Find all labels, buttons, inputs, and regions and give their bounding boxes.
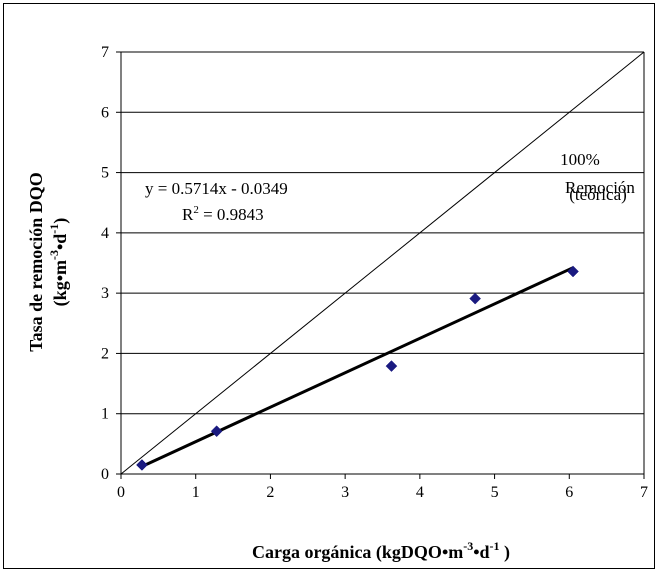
trendline-r2: R2 = 0.9843: [182, 204, 264, 224]
reference-label-line-2: Remoción: [565, 178, 635, 197]
trendline-equation: y = 0.5714x - 0.0349: [145, 179, 288, 198]
data-point-4: [567, 265, 579, 278]
data-point-1: [210, 425, 223, 438]
trendline: [141, 266, 574, 468]
lines-layer: [120, 51, 645, 475]
x-tick-label-6: 6: [565, 484, 573, 501]
y-tick-label-0: 0: [101, 466, 109, 483]
y-tick-label-7: 7: [101, 44, 109, 61]
y-axis-title-line-2: (kg•m-3•d-1): [47, 218, 71, 307]
y-tick-label-4: 4: [101, 225, 109, 242]
axes-layer: [116, 51, 645, 479]
x-axis-title: Carga orgánica (kgDQO•m-3•d-1 ): [252, 539, 510, 563]
reference-label-line-3: (teórica): [569, 185, 627, 204]
labels-layer: 0 1 2 3 4 5 6 7 0 1 2 3 4 5 6 7: [101, 44, 648, 501]
reference-label-line-1: 100%: [560, 150, 600, 169]
chart-frame: [3, 3, 655, 569]
data-point-2: [385, 360, 398, 372]
y-axis-title: Tasa de remoción DQO (kg•m-3•d-1): [26, 172, 71, 352]
points-layer: [136, 265, 579, 471]
x-tick-label-0: 0: [117, 484, 125, 501]
y-tick-label-6: 6: [101, 104, 109, 121]
x-tick-label-2: 2: [266, 484, 274, 501]
y-tick-label-1: 1: [101, 406, 109, 423]
y-tick-label-2: 2: [101, 345, 109, 362]
x-tick-label-4: 4: [416, 484, 424, 501]
y-tick-label-5: 5: [101, 165, 109, 182]
reference-line-100pct: [120, 51, 645, 475]
x-tick-label-1: 1: [192, 484, 200, 501]
y-axis-title-line-1: Tasa de remoción DQO: [26, 172, 46, 352]
x-tick-label-7: 7: [640, 484, 648, 501]
x-tick-label-3: 3: [341, 484, 349, 501]
data-point-0: [136, 459, 148, 471]
data-point-3: [469, 292, 481, 305]
grid-layer: [121, 51, 644, 415]
y-tick-label-3: 3: [101, 285, 109, 302]
x-tick-label-5: 5: [491, 484, 499, 501]
